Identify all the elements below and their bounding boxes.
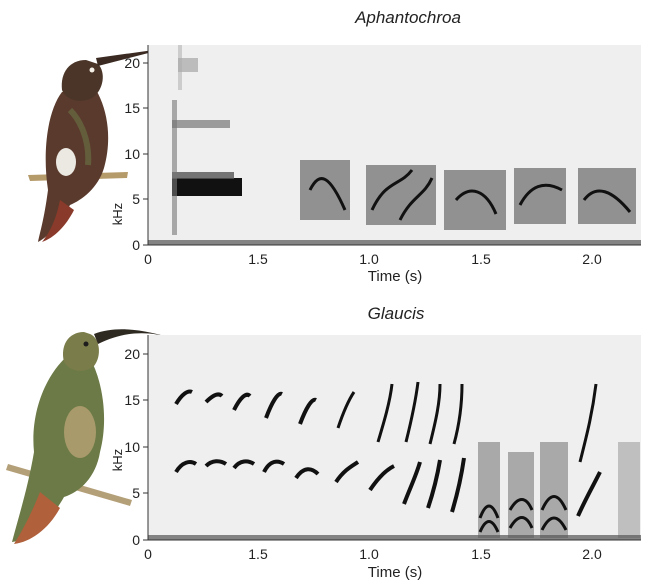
x-tick-label: 1.5: [471, 546, 491, 562]
chart-title: Aphantochroa: [355, 8, 461, 27]
x-tick-label: 1.5: [248, 251, 268, 267]
y-ticks: 0 5 10 15 20: [124, 346, 148, 548]
x-ticks: 0 1.5 1.0 1.5 2.0: [144, 251, 602, 267]
chart-title: Glaucis: [367, 304, 425, 323]
y-tick-label: 10: [124, 439, 140, 455]
spectrogram-panel-glaucis: Glaucis: [0, 292, 645, 585]
y-tick-label: 5: [132, 485, 140, 501]
y-tick-label: 10: [124, 146, 140, 162]
x-axis-label: Time (s): [368, 564, 422, 581]
spectrogram-marks: [148, 45, 641, 245]
x-tick-label: 1.0: [359, 251, 379, 267]
x-tick-label: 0: [144, 251, 152, 267]
y-ticks: 0 5 10 15 20: [124, 55, 148, 253]
hummingbird-illustration: [28, 48, 168, 242]
x-axis-label: Time (s): [368, 268, 422, 285]
plot-area: [148, 335, 641, 540]
x-tick-label: 2.0: [582, 546, 602, 562]
y-tick-label: 5: [132, 191, 140, 207]
y-tick-label: 20: [124, 346, 140, 362]
y-tick-label: 20: [124, 55, 140, 71]
y-tick-label: 0: [132, 237, 140, 253]
y-axis-label: kHz: [110, 449, 125, 471]
spectrogram-chart: 0 5 10 15 20 kHz 0 1.5 1.0 1.5 2.0 Time …: [6, 329, 641, 581]
y-tick-label: 15: [124, 100, 140, 116]
y-axis-label: kHz: [110, 203, 125, 225]
spectrogram-chart: 0 5 10 15 20 kHz 0 1.5 1.0 1.5 2.0 Time …: [28, 45, 641, 285]
x-tick-label: 0: [144, 546, 152, 562]
spectrogram-marks: [148, 381, 641, 540]
spectrogram-panel-aphantochroa: Aphantochroa: [0, 0, 645, 292]
hummingbird-illustration: [6, 329, 172, 544]
y-tick-label: 15: [124, 392, 140, 408]
x-tick-label: 2.0: [582, 251, 602, 267]
y-tick-label: 0: [132, 532, 140, 548]
x-tick-label: 1.5: [471, 251, 491, 267]
x-tick-label: 1.5: [248, 546, 268, 562]
x-tick-label: 1.0: [359, 546, 379, 562]
x-ticks: 0 1.5 1.0 1.5 2.0: [144, 546, 602, 562]
